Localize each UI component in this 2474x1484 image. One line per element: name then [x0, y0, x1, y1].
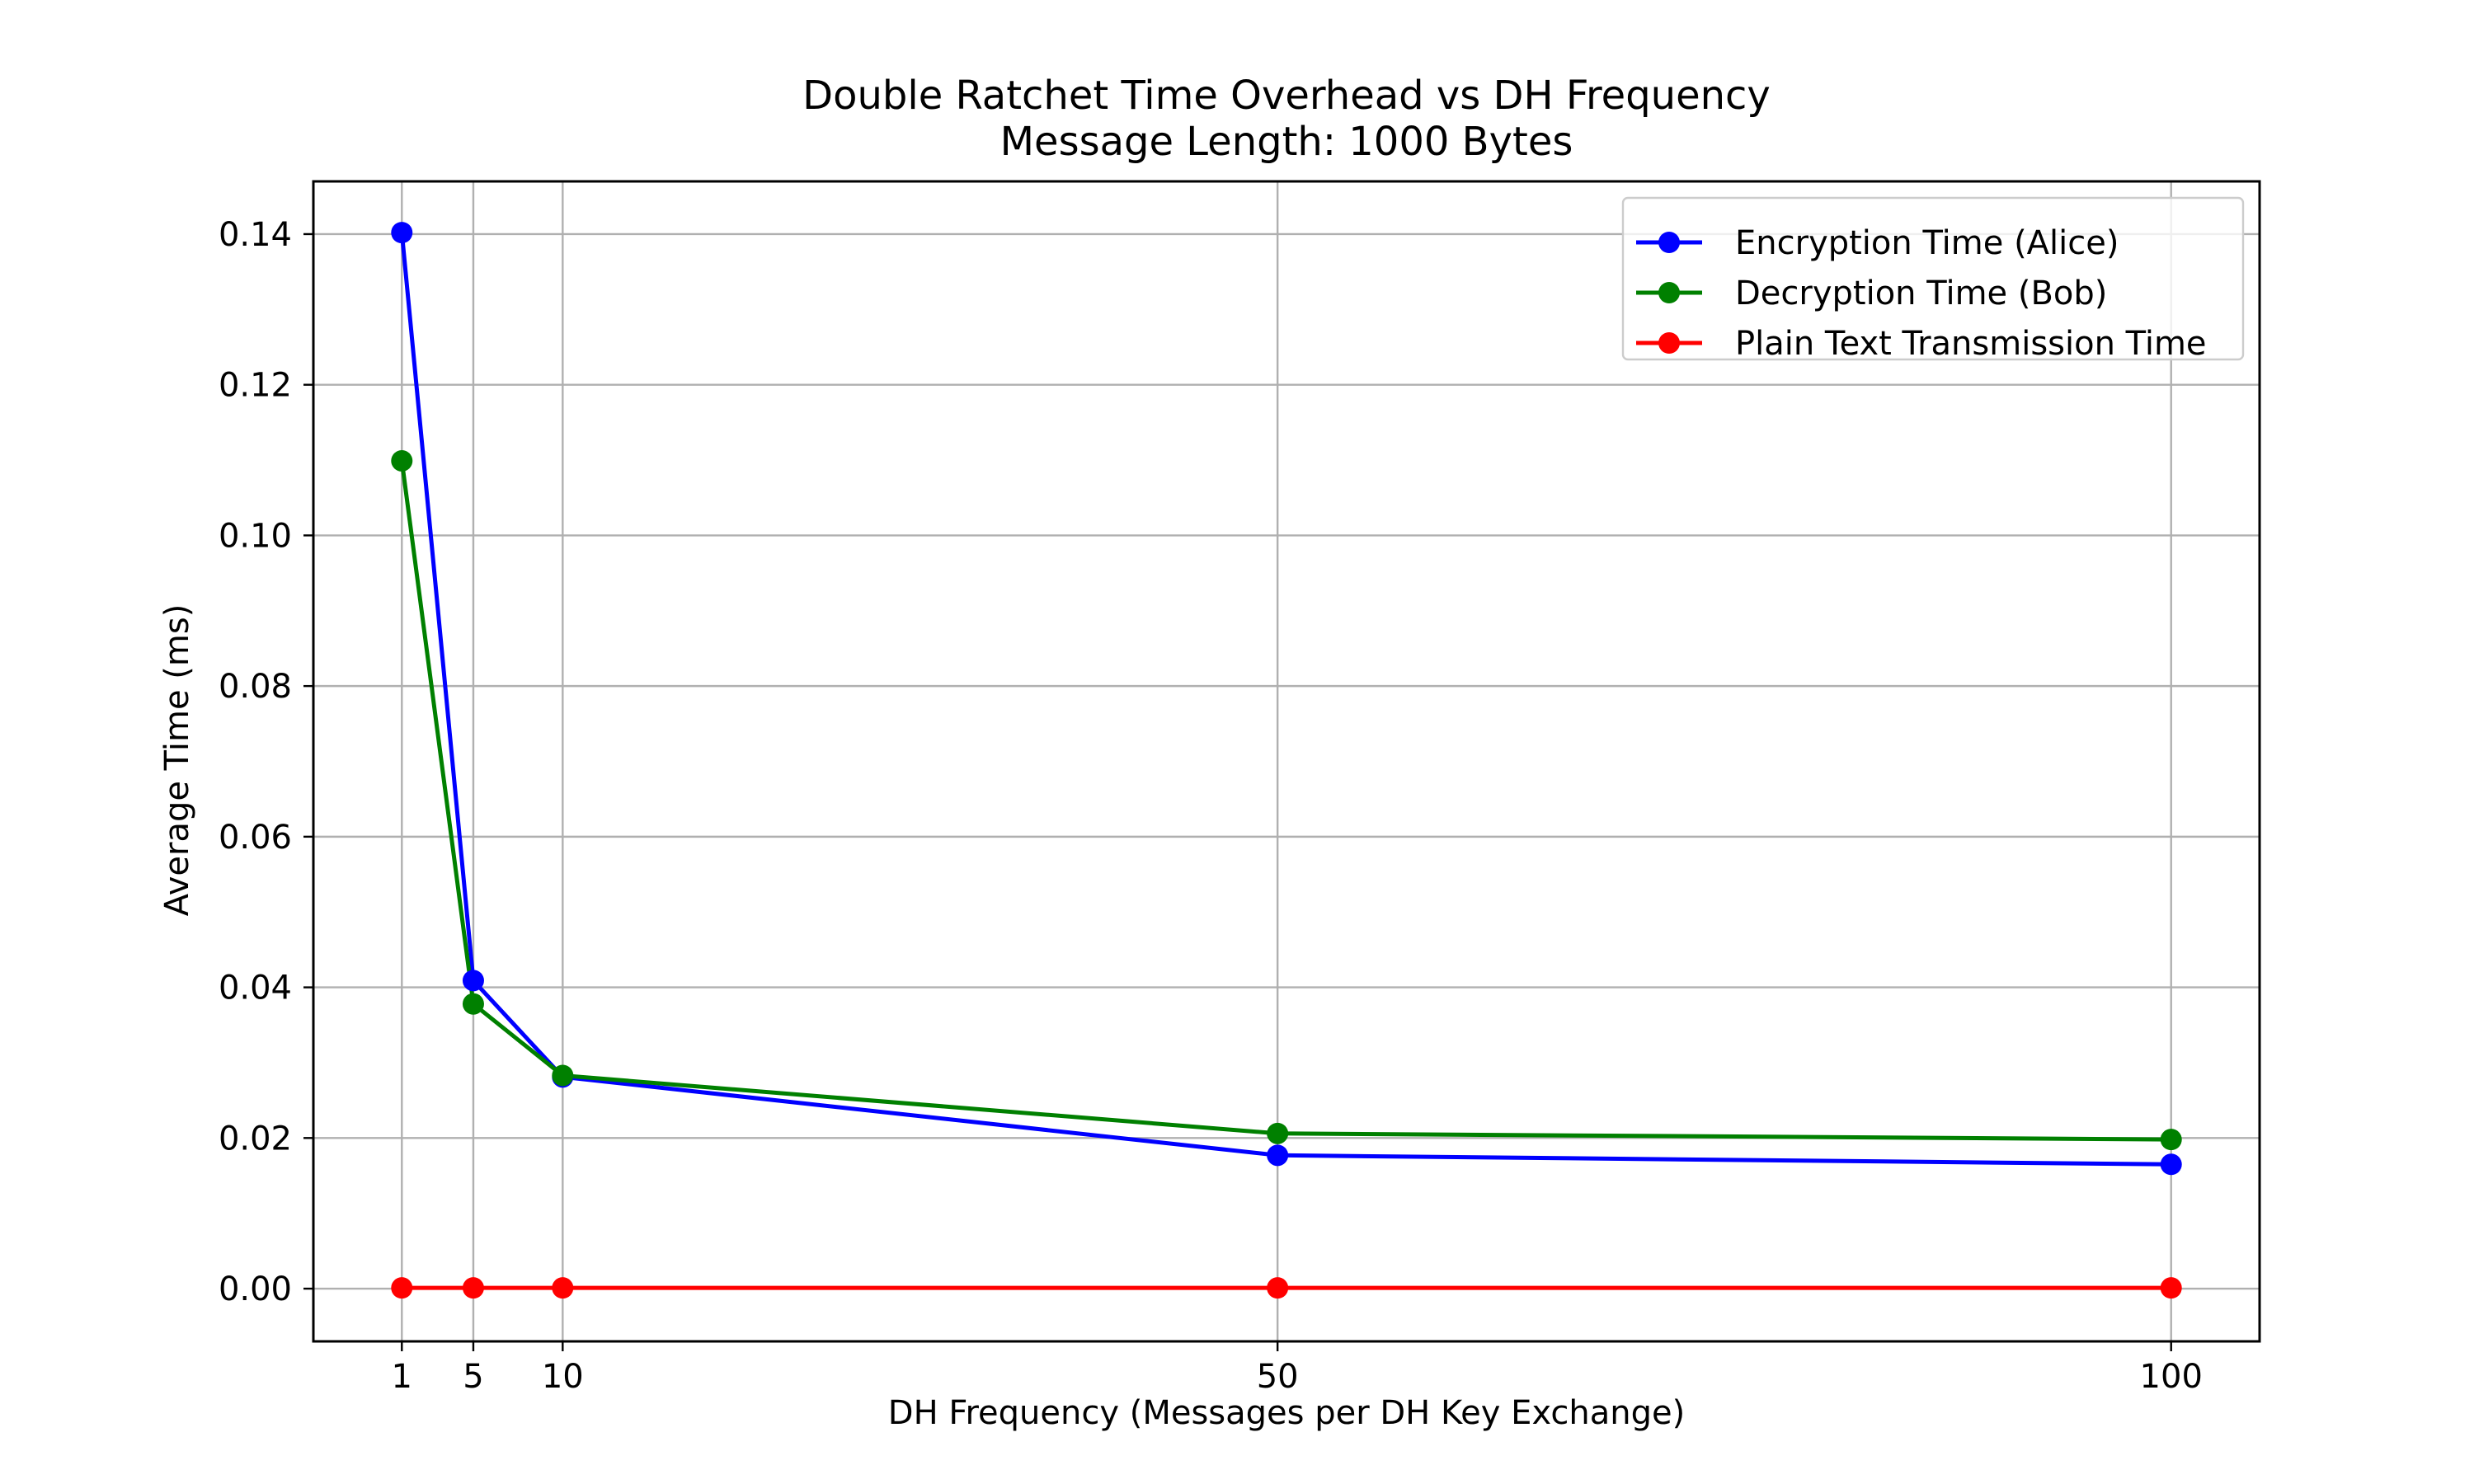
legend-label: Decryption Time (Bob)	[1735, 275, 2107, 312]
legend-swatch-marker	[1658, 332, 1680, 354]
y-tick-label: 0.02	[219, 1120, 292, 1158]
x-tick-label: 1	[392, 1358, 412, 1396]
y-tick-label: 0.12	[219, 367, 292, 405]
series-points	[391, 222, 2182, 1299]
data-point	[1267, 1122, 1289, 1144]
legend-label: Encryption Time (Alice)	[1735, 224, 2119, 262]
data-point	[552, 1277, 574, 1299]
data-point	[391, 1277, 413, 1299]
data-point	[462, 970, 484, 992]
y-tick-label: 0.06	[219, 819, 292, 857]
y-tick-label: 0.04	[219, 970, 292, 1007]
plot-area-frame	[312, 180, 2261, 1343]
x-tick-label: 50	[1257, 1358, 1299, 1396]
data-point	[391, 449, 413, 472]
legend-box	[1621, 196, 2245, 361]
y-tick-label: 0.14	[219, 216, 292, 254]
data-point	[391, 222, 413, 244]
x-tick-label: 5	[463, 1358, 483, 1396]
y-tick-label: 0.08	[219, 668, 292, 706]
series-line-1	[399, 232, 2171, 1167]
y-tick-label: 0.00	[219, 1270, 292, 1308]
data-point	[462, 1277, 484, 1299]
series-line-2	[399, 460, 2171, 1142]
data-point	[2160, 1153, 2182, 1176]
x-axis-label: DH Frequency (Messages per DH Key Exchan…	[888, 1394, 1685, 1432]
data-point	[1267, 1277, 1289, 1299]
x-tick-label: 10	[542, 1358, 584, 1396]
chart-title: Double Ratchet Time Overhead vs DH Frequ…	[802, 73, 1771, 119]
legend-swatch-marker	[1658, 232, 1680, 253]
data-point	[2160, 1129, 2182, 1151]
x-axis-ticks: 1 5 10 50 100	[392, 1341, 2203, 1396]
x-tick-label: 100	[2140, 1358, 2203, 1396]
data-point	[552, 1064, 574, 1087]
legend-label: Plain Text Transmission Time	[1735, 325, 2207, 363]
y-axis-ticks: 0.00 0.02 0.04 0.06 0.08 0.10 0.12 0.14	[219, 216, 313, 1308]
data-point	[462, 993, 484, 1015]
y-axis-label: Average Time (ms)	[158, 604, 196, 917]
legend-swatch-marker	[1658, 282, 1680, 303]
legend: Encryption Time (Alice) Decryption Time (…	[1621, 196, 2245, 363]
data-point	[2160, 1277, 2182, 1299]
y-tick-label: 0.10	[219, 517, 292, 555]
chart-subtitle: Message Length: 1000 Bytes	[1000, 119, 1573, 165]
data-point	[1267, 1144, 1289, 1167]
